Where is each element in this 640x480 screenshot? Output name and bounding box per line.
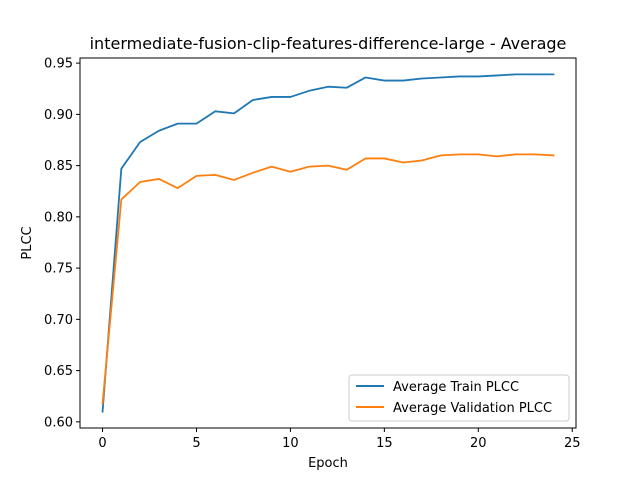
y-tick-label: 0.60 <box>44 415 73 430</box>
x-tick-label: 20 <box>470 436 487 451</box>
y-axis-label: PLCC <box>20 226 35 259</box>
y-axis: 0.60 0.65 0.70 0.75 0.80 0.85 0.90 0.95 <box>44 57 80 430</box>
series-line-train <box>101 73 555 413</box>
x-tick-label: 15 <box>376 436 393 451</box>
y-tick-label: 0.95 <box>44 57 73 72</box>
series-layer <box>101 73 555 413</box>
chart-title: intermediate-fusion-clip-features-differ… <box>90 34 567 53</box>
series-line-validation <box>101 153 555 405</box>
legend-label-validation: Average Validation PLCC <box>393 401 552 416</box>
plot-area-frame <box>79 57 577 429</box>
legend: Average Train PLCC Average Validation PL… <box>348 374 570 422</box>
x-tick-label: 25 <box>564 436 581 451</box>
y-tick-label: 0.90 <box>44 108 73 123</box>
y-tick-label: 0.85 <box>44 159 73 174</box>
x-axis-label: Epoch <box>308 456 348 471</box>
y-tick-label: 0.65 <box>44 364 73 379</box>
legend-label-train: Average Train PLCC <box>393 380 519 395</box>
x-tick-label: 10 <box>282 436 299 451</box>
x-tick-label: 5 <box>192 436 200 451</box>
legend-box <box>348 374 570 422</box>
y-tick-label: 0.70 <box>44 313 73 328</box>
x-axis: 0 5 10 15 20 25 <box>98 428 581 451</box>
y-tick-label: 0.75 <box>44 262 73 277</box>
y-tick-label: 0.80 <box>44 210 73 225</box>
x-tick-label: 0 <box>98 436 106 451</box>
